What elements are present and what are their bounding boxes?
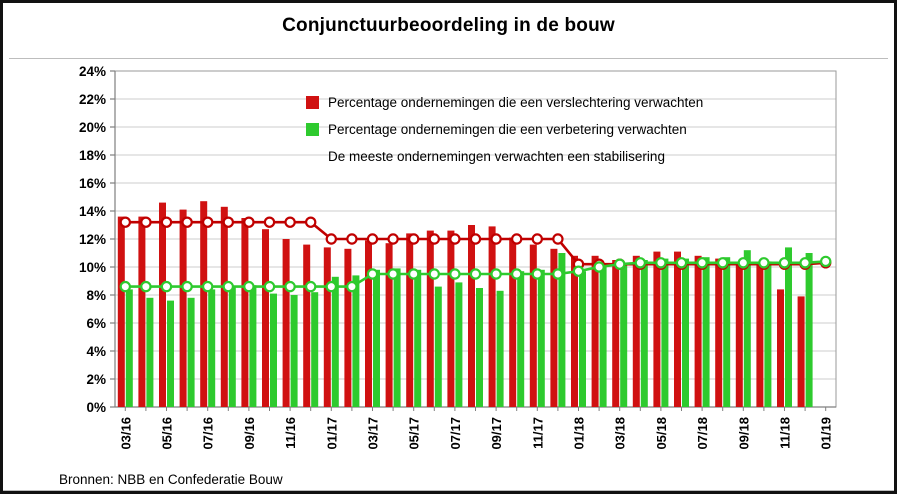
svg-text:4%: 4% [86, 344, 106, 359]
legend-item-stabilisering: De meeste ondernemingen verwachten een s… [306, 143, 703, 170]
legend-item-verslechtering: Percentage ondernemingen die een verslec… [306, 89, 703, 116]
chart-canvas: 0% 2% 4% 6% 8% 10% 12% 14% 16% 18% 20% 22% 24% 03/16 0… [79, 64, 837, 450]
legend-label: Percentage ondernemingen die een verbete… [328, 122, 687, 137]
svg-text:01/17: 01/17 [324, 417, 339, 450]
svg-text:07/17: 07/17 [448, 417, 463, 450]
svg-text:01/19: 01/19 [819, 417, 834, 450]
svg-text:09/16: 09/16 [242, 417, 257, 450]
svg-text:12%: 12% [79, 232, 106, 247]
svg-text:03/17: 03/17 [366, 417, 381, 450]
svg-text:0%: 0% [86, 400, 106, 415]
red-series-swatch-icon [306, 96, 319, 109]
svg-text:14%: 14% [79, 204, 106, 219]
svg-text:07/16: 07/16 [201, 417, 216, 450]
svg-text:01/18: 01/18 [572, 417, 587, 450]
svg-text:05/17: 05/17 [407, 417, 422, 450]
svg-text:09/17: 09/17 [489, 417, 504, 450]
chart-legend: Percentage ondernemingen die een verslec… [306, 89, 703, 170]
svg-text:20%: 20% [79, 120, 106, 135]
svg-text:09/18: 09/18 [736, 417, 751, 450]
svg-text:24%: 24% [79, 64, 106, 79]
legend-item-verbetering: Percentage ondernemingen die een verbete… [306, 116, 703, 143]
empty-swatch [306, 150, 319, 163]
svg-text:11/16: 11/16 [283, 417, 298, 449]
svg-text:07/18: 07/18 [695, 417, 710, 450]
svg-text:11/18: 11/18 [778, 417, 793, 449]
svg-text:10%: 10% [79, 260, 106, 275]
svg-text:8%: 8% [86, 288, 106, 303]
svg-text:11/17: 11/17 [530, 417, 545, 449]
svg-text:05/18: 05/18 [654, 417, 669, 450]
svg-text:16%: 16% [79, 176, 106, 191]
chart-title: Conjunctuurbeoordeling in de bouw [282, 15, 615, 36]
svg-text:05/16: 05/16 [160, 417, 175, 450]
title-divider [9, 58, 888, 59]
svg-text:18%: 18% [79, 148, 106, 163]
green-series-swatch-icon [306, 123, 319, 136]
svg-text:2%: 2% [86, 372, 106, 387]
svg-text:03/18: 03/18 [613, 417, 628, 450]
svg-text:6%: 6% [86, 316, 106, 331]
source-note: Bronnen: NBB en Confederatie Bouw [59, 472, 283, 487]
legend-label: De meeste ondernemingen verwachten een s… [328, 149, 665, 164]
bottom-divider [3, 490, 894, 491]
svg-text:22%: 22% [79, 92, 106, 107]
svg-text:03/16: 03/16 [118, 417, 133, 450]
legend-label: Percentage ondernemingen die een verslec… [328, 95, 704, 110]
